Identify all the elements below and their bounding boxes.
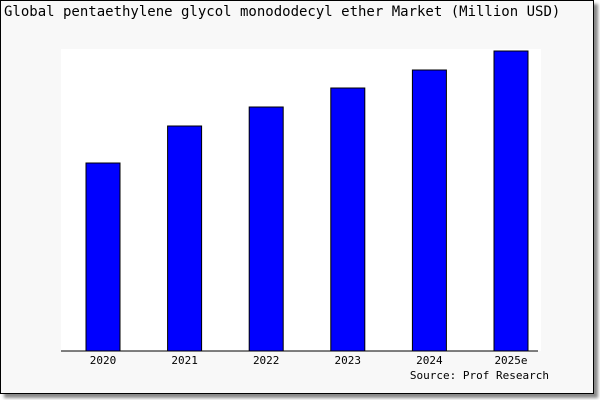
bar-2023	[330, 87, 366, 352]
bar-2021	[167, 125, 203, 352]
x-tick-label: 2022	[253, 354, 280, 367]
x-tick-label: 2023	[335, 354, 362, 367]
x-tick-label: 2024	[416, 354, 443, 367]
x-tick-label: 2020	[90, 354, 117, 367]
bar-2024	[411, 69, 447, 352]
bar-2025e	[493, 50, 529, 352]
bar-2022	[248, 106, 284, 352]
source-note: Source: Prof Research	[409, 369, 549, 382]
chart-frame: Global pentaethylene glycol monododecyl …	[0, 0, 594, 394]
plot-area	[61, 49, 541, 351]
bar-chart: 2020 2021 2022 2023 2024 2025e	[61, 49, 541, 367]
bar-2020	[85, 162, 121, 352]
chart-title: Global pentaethylene glycol monododecyl …	[4, 4, 561, 20]
x-tick-label: 2021	[171, 354, 198, 367]
x-tick-label: 2025e	[494, 354, 527, 367]
